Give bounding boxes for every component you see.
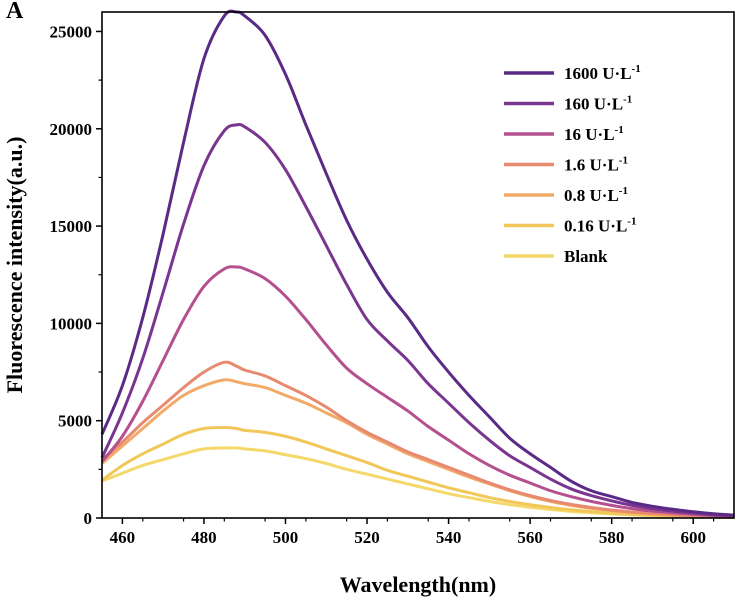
x-tick-label: 500 xyxy=(273,528,299,547)
legend-label-3: 1.6 U·L-1 xyxy=(564,155,628,175)
legend-superscript-3: -1 xyxy=(619,155,628,167)
y-tick-label: 25000 xyxy=(50,22,93,41)
y-tick-label: 15000 xyxy=(50,217,93,236)
legend-superscript-4: -1 xyxy=(619,185,628,197)
legend-superscript-2: -1 xyxy=(615,124,624,136)
legend-superscript-1: -1 xyxy=(623,94,632,106)
legend-label-5: 0.16 U·L-1 xyxy=(564,216,636,236)
legend-superscript-0: -1 xyxy=(632,63,641,75)
y-tick-label: 20000 xyxy=(50,120,93,139)
legend-label-1: 160 U·L-1 xyxy=(564,94,632,114)
y-tick-label: 10000 xyxy=(50,314,93,333)
series-line-5 xyxy=(101,425,735,519)
x-tick-label: 520 xyxy=(354,528,380,547)
x-tick-label: 580 xyxy=(599,528,625,547)
legend-label-6: Blank xyxy=(564,247,608,266)
series-line-1 xyxy=(100,122,735,518)
legend-label-0: 1600 U·L-1 xyxy=(564,63,641,83)
y-tick-label: 0 xyxy=(84,509,93,528)
x-axis-title: Wavelength(nm) xyxy=(340,572,496,597)
legend-label-2: 16 U·L-1 xyxy=(564,124,624,144)
x-tick-label: 480 xyxy=(191,528,217,547)
x-tick-label: 600 xyxy=(680,528,706,547)
panel-label: A xyxy=(6,0,24,24)
y-tick-label: 5000 xyxy=(58,412,92,431)
plot-frame xyxy=(101,11,735,519)
legend-superscript-5: -1 xyxy=(627,216,636,228)
series-line-2 xyxy=(100,265,735,518)
y-axis-title: Fluorescence intensity(a.u.) xyxy=(2,137,27,394)
x-tick-label: 560 xyxy=(517,528,543,547)
x-tick-label: 460 xyxy=(110,528,136,547)
series-line-3 xyxy=(101,360,735,519)
series-line-4 xyxy=(101,378,735,519)
x-tick-label: 540 xyxy=(436,528,462,547)
legend-label-4: 0.8 U·L-1 xyxy=(564,185,628,205)
series-line-0 xyxy=(100,9,735,517)
